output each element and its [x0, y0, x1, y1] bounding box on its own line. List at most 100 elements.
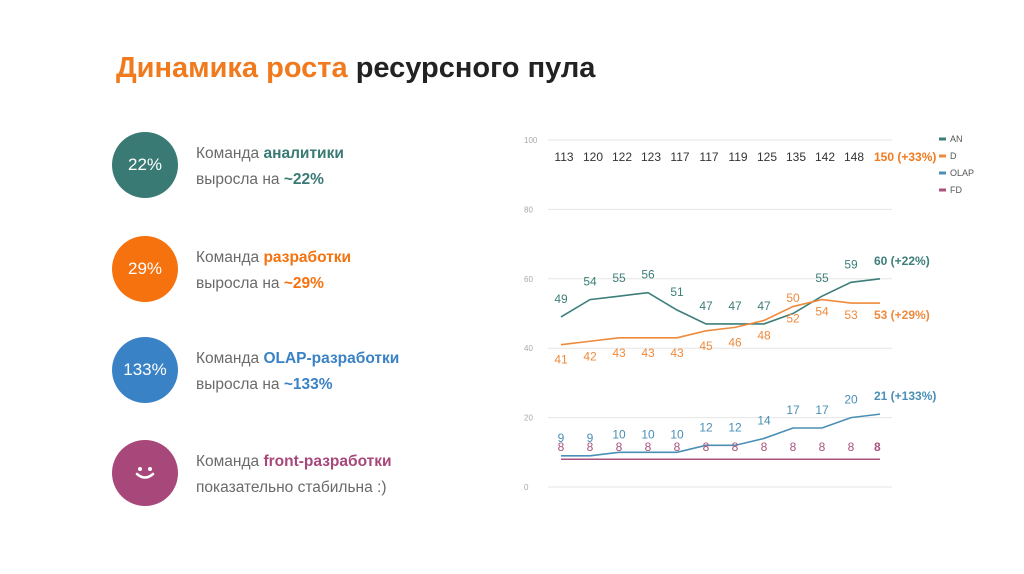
stat-line1: Команда разработки: [196, 245, 351, 271]
data-label-fd: 8: [558, 440, 565, 454]
data-label-d: 45: [699, 339, 713, 353]
data-label-fd: 8: [790, 440, 797, 454]
stat-text: Команда аналитики выросла на ~22%: [196, 141, 344, 193]
data-label-d: 42: [583, 349, 597, 363]
data-label-an: 47: [699, 299, 713, 313]
data-label-olap: 9: [587, 431, 594, 445]
stat-line1-highlight: разработки: [263, 249, 352, 266]
stat-analytics: 22% Команда аналитики выросла на ~22%: [112, 132, 472, 202]
stat-text: Команда разработки выросла на ~29%: [196, 245, 351, 297]
data-label-fd: 8: [645, 440, 652, 454]
stat-line2-prefix: выросла на: [196, 275, 284, 292]
data-label-an: 51: [670, 285, 684, 299]
title-accent: Динамика роста: [116, 52, 348, 84]
total-label: 150 (+33%): [874, 150, 936, 164]
y-tick-label: 60: [524, 275, 533, 284]
y-tick-label: 80: [524, 205, 533, 214]
stat-line2-prefix: показательно стабильна :): [196, 479, 387, 496]
total-label: 117: [699, 150, 718, 164]
data-label-fd: 8: [819, 440, 826, 454]
data-label-olap: 17: [786, 403, 800, 417]
y-tick-label: 0: [524, 483, 529, 492]
data-label-an: 56: [641, 268, 655, 282]
stat-olap: 133% Команда OLAP-разработки выросла на …: [112, 337, 472, 407]
legend-label: D: [950, 151, 957, 161]
stat-circle: 22%: [112, 132, 178, 198]
legend-label: AN: [950, 134, 963, 144]
data-label-an: 55: [815, 271, 829, 285]
data-label-fd: 8: [761, 440, 768, 454]
stat-line1: Команда OLAP-разработки: [196, 346, 399, 372]
stat-circle: 29%: [112, 236, 178, 302]
data-label-olap: 12: [699, 420, 713, 434]
total-label: 142: [815, 150, 835, 164]
data-label-fd: 8: [848, 440, 855, 454]
stat-line1-prefix: Команда: [196, 350, 264, 367]
data-label-d: 46: [728, 335, 742, 349]
data-label-fd: 8: [674, 440, 681, 454]
data-label-d: 41: [554, 353, 568, 367]
stat-development: 29% Команда разработки выросла на ~29%: [112, 236, 472, 306]
data-label-an: 60 (+22%): [874, 254, 930, 268]
stat-line2: выросла на ~22%: [196, 167, 344, 193]
total-label: 117: [670, 150, 689, 164]
data-label-fd: 8: [874, 440, 881, 454]
stat-line1: Команда front-разработки: [196, 449, 392, 475]
total-label: 122: [612, 150, 632, 164]
data-label-olap: 10: [641, 427, 655, 441]
series-line-d: [560, 298, 880, 346]
page-title: Динамика роста ресурсного пула: [116, 52, 595, 85]
data-label-d: 43: [670, 346, 684, 360]
stat-line1-highlight: аналитики: [263, 145, 344, 162]
stat-line2-prefix: выросла на: [196, 171, 284, 188]
data-label-olap: 10: [670, 427, 684, 441]
data-label-d: 48: [757, 328, 771, 342]
total-label: 120: [583, 150, 603, 164]
stat-line2: выросла на ~29%: [196, 271, 351, 297]
stat-line2-highlight: ~29%: [283, 275, 324, 292]
data-label-d: 43: [612, 346, 626, 360]
data-label-olap: 14: [757, 413, 771, 427]
data-label-d: 53 (+29%): [874, 308, 930, 322]
stat-line2-highlight: ~22%: [283, 171, 324, 188]
data-label-olap: 12: [728, 420, 742, 434]
y-tick-label: 40: [524, 344, 533, 353]
data-label-an: 59: [844, 257, 858, 271]
stat-line1-highlight: OLAP-разработки: [263, 350, 400, 367]
data-label-an: 54: [583, 275, 597, 289]
data-label-an: 49: [554, 292, 568, 306]
data-label-an: 47: [757, 299, 771, 313]
total-label: 113: [554, 150, 573, 164]
stat-text: Команда OLAP-разработки выросла на ~133%: [196, 346, 399, 398]
total-label: 148: [844, 150, 864, 164]
y-tick-label: 100: [524, 136, 538, 145]
stat-line1-prefix: Команда: [196, 453, 264, 470]
stat-circle: 133%: [112, 337, 178, 403]
stat-line2-prefix: выросла на: [196, 376, 284, 393]
data-label-d: 54: [815, 305, 829, 319]
stat-line2: выросла на ~133%: [196, 372, 399, 398]
data-label-olap: 17: [815, 403, 829, 417]
data-label-fd: 8: [703, 440, 710, 454]
data-label-olap: 9: [558, 431, 565, 445]
data-label-fd: 8: [587, 440, 594, 454]
stat-line1-prefix: Команда: [196, 249, 264, 266]
stat-line1-highlight: front-разработки: [263, 453, 392, 470]
data-label-fd: 8: [616, 440, 623, 454]
data-label-fd: 8: [732, 440, 739, 454]
y-tick-label: 20: [524, 414, 533, 423]
data-label-d: 53: [844, 308, 858, 322]
stat-line2: показательно стабильна :): [196, 475, 392, 501]
legend-label: FD: [950, 185, 962, 195]
data-label-olap: 10: [612, 427, 626, 441]
data-label-d: 43: [641, 346, 655, 360]
smiley-icon: [112, 440, 178, 506]
stat-text: Команда front-разработки показательно ст…: [196, 449, 392, 501]
total-label: 125: [757, 150, 777, 164]
title-rest: ресурсного пула: [355, 52, 596, 84]
series-line-an: [560, 278, 881, 325]
series-line-olap: [561, 413, 881, 457]
stat-line2-highlight: ~133%: [283, 376, 333, 393]
total-label: 135: [786, 150, 806, 164]
